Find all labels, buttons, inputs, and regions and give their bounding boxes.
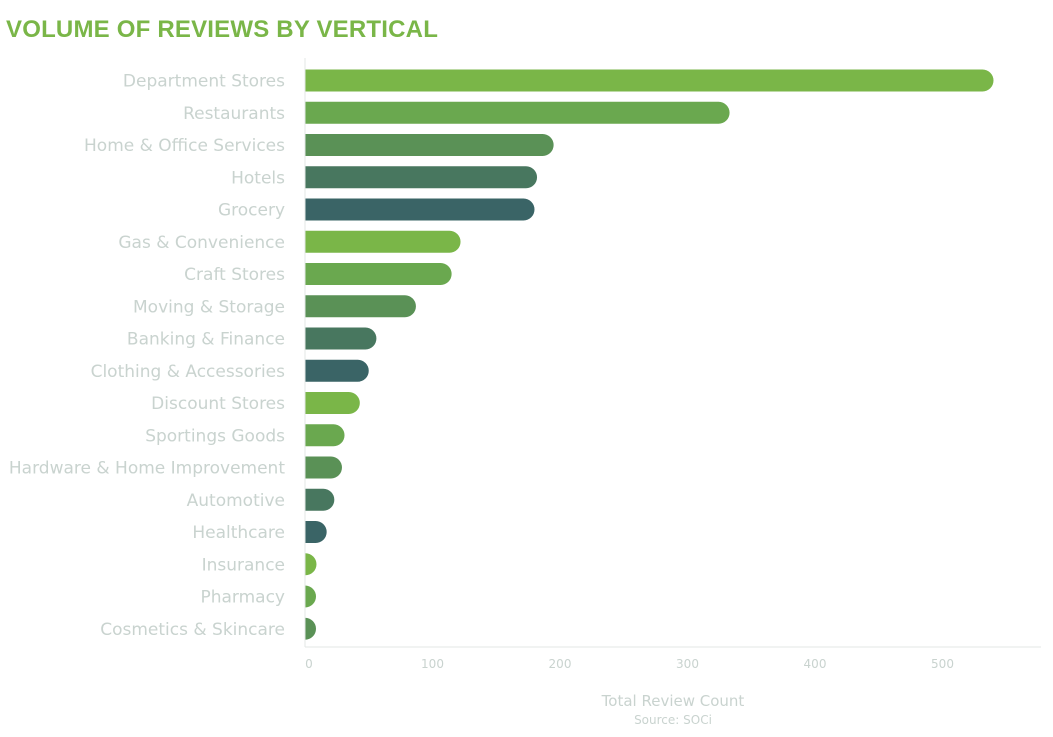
category-label: Home & Office Services: [84, 136, 285, 156]
category-label: Sportings Goods: [145, 426, 285, 446]
bars-group: [305, 69, 994, 640]
category-label: Moving & Storage: [133, 297, 285, 317]
bar-grocery: [305, 198, 535, 221]
category-label: Discount Stores: [151, 394, 285, 414]
bar-pharmacy: [305, 585, 316, 608]
x-tick-label: 0: [305, 657, 313, 671]
chart-title: VOLUME OF REVIEWS BY VERTICAL: [6, 16, 439, 43]
bar-sportings-goods: [305, 424, 345, 447]
bar-automotive: [305, 488, 335, 511]
category-label: Department Stores: [123, 72, 285, 92]
x-axis-ticks: 0 100 200 300 400 500: [305, 657, 954, 671]
bar-home-office-services: [305, 134, 554, 156]
category-label: Hardware & Home Improvement: [9, 459, 285, 479]
x-tick-label: 300: [676, 657, 699, 671]
x-tick-label: 200: [549, 657, 572, 671]
category-label: Insurance: [202, 555, 285, 575]
bar-insurance: [305, 553, 317, 576]
bar-moving-storage: [305, 295, 416, 318]
bar-banking-finance: [305, 327, 377, 350]
category-label: Pharmacy: [200, 588, 285, 608]
bar-healthcare: [305, 521, 327, 543]
category-label: Clothing & Accessories: [91, 362, 286, 382]
category-label: Healthcare: [192, 523, 285, 543]
bar-hotels: [305, 166, 538, 189]
category-label: Hotels: [231, 168, 285, 188]
bar-craft-stores: [305, 263, 452, 285]
source-label: Source: SOCi: [634, 713, 712, 727]
x-tick-label: 400: [804, 657, 827, 671]
x-tick-label: 500: [931, 657, 954, 671]
category-label: Restaurants: [183, 104, 285, 124]
category-label: Banking & Finance: [127, 330, 285, 350]
bar-cosmetics-skincare: [305, 617, 316, 640]
category-label: Craft Stores: [184, 265, 285, 285]
category-label: Cosmetics & Skincare: [100, 620, 285, 640]
category-label: Gas & Convenience: [118, 233, 285, 253]
bar-gas-convenience: [305, 230, 461, 253]
category-label: Automotive: [187, 491, 285, 511]
category-label: Grocery: [218, 201, 285, 221]
bar-clothing-accessories: [305, 359, 369, 382]
x-axis-title: Total Review Count: [601, 692, 745, 710]
bar-discount-stores: [305, 392, 360, 414]
bar-restaurants: [305, 101, 730, 124]
category-labels: Department Stores Restaurants Home & Offic…: [9, 72, 285, 640]
bar-hardware-home-improvement: [305, 456, 342, 479]
bar-department-stores: [305, 69, 994, 92]
x-tick-label: 100: [421, 657, 444, 671]
